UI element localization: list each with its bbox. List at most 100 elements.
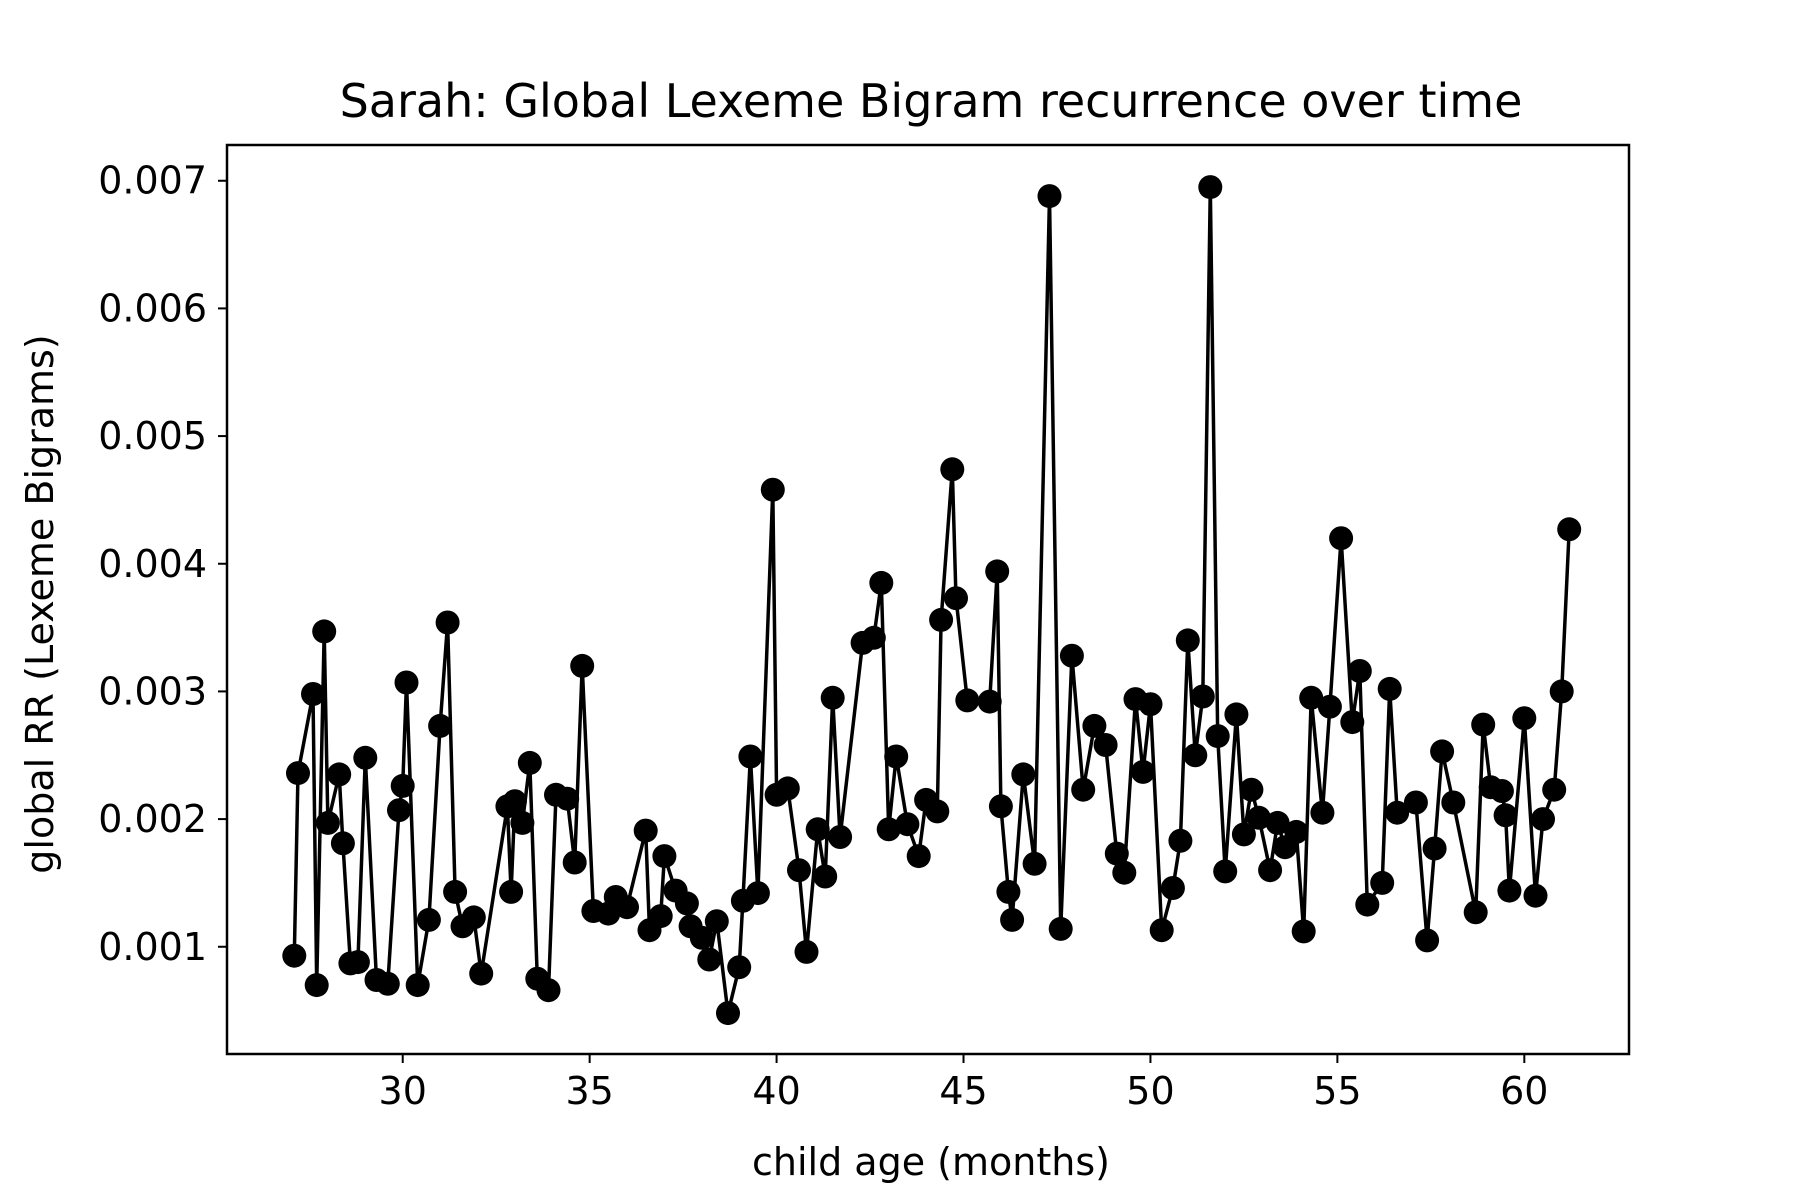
data-point — [1011, 762, 1036, 787]
plot-series — [282, 175, 1582, 1026]
data-point — [820, 685, 845, 710]
data-point — [895, 812, 920, 837]
data-point — [282, 943, 307, 968]
data-point — [1329, 526, 1354, 551]
data-point — [1497, 878, 1522, 903]
data-point — [1317, 694, 1342, 719]
data-point — [906, 844, 931, 869]
x-tick-label: 40 — [752, 1069, 800, 1113]
data-point — [1082, 713, 1107, 738]
y-tick-label: 0.003 — [98, 669, 207, 713]
data-point — [727, 955, 752, 980]
data-point — [1149, 918, 1174, 943]
data-point — [775, 776, 800, 801]
data-point — [738, 744, 763, 769]
data-point — [570, 653, 595, 678]
data-point — [1112, 860, 1137, 885]
data-point — [562, 850, 587, 875]
x-tick-label: 30 — [379, 1069, 427, 1113]
data-point — [944, 586, 968, 611]
data-point — [1048, 916, 1073, 941]
data-point — [345, 950, 370, 975]
data-point — [1239, 777, 1264, 802]
data-point — [861, 625, 886, 650]
data-point — [428, 713, 453, 738]
data-point — [435, 610, 460, 635]
y-tick-label: 0.004 — [98, 542, 207, 586]
data-point — [555, 786, 580, 811]
y-tick-label: 0.005 — [98, 414, 207, 458]
data-point — [716, 1001, 740, 1026]
data-point — [1557, 517, 1582, 542]
data-point — [1131, 759, 1155, 784]
data-point — [988, 794, 1013, 819]
data-point — [794, 939, 819, 964]
data-point — [390, 773, 415, 798]
x-tick-label: 55 — [1313, 1069, 1361, 1113]
data-point — [1310, 800, 1335, 825]
data-point — [1183, 743, 1208, 768]
data-point — [304, 973, 329, 998]
axis-ticks: 30 35 40 45 50 55 60 0.001 0.002 0.003 0.004 0.005 0… — [98, 159, 1548, 1113]
data-point — [499, 879, 524, 904]
y-tick-label: 0.007 — [98, 159, 207, 203]
data-point — [1160, 876, 1185, 900]
chart-title: Sarah: Global Lexeme Bigram recurrence o… — [340, 74, 1523, 128]
data-point — [869, 570, 894, 595]
data-point — [925, 799, 950, 824]
data-point — [469, 961, 494, 986]
data-point — [828, 825, 853, 849]
x-axis-label: child age (months) — [752, 1140, 1110, 1184]
data-point — [689, 925, 714, 950]
data-point — [1224, 702, 1249, 727]
data-point — [1512, 706, 1537, 731]
data-point — [375, 971, 400, 996]
data-point — [312, 619, 337, 644]
data-point — [1347, 659, 1372, 683]
data-point — [1000, 907, 1025, 932]
data-point — [697, 947, 722, 972]
data-point — [1284, 819, 1309, 844]
y-tick-label: 0.006 — [98, 286, 207, 330]
x-tick-label: 35 — [565, 1069, 613, 1113]
data-point — [517, 750, 542, 775]
data-point — [985, 559, 1010, 584]
data-point — [1104, 841, 1129, 866]
data-point — [327, 762, 352, 787]
data-point — [1258, 858, 1283, 883]
data-point — [353, 745, 378, 770]
data-point — [1093, 733, 1118, 757]
data-point — [1265, 810, 1290, 835]
data-point — [1430, 739, 1455, 764]
data-point — [394, 670, 419, 695]
data-point — [633, 818, 658, 843]
data-point — [884, 744, 909, 769]
data-point — [1489, 779, 1514, 803]
data-point — [286, 761, 310, 786]
data-point — [1542, 777, 1567, 802]
data-point — [745, 881, 770, 906]
data-point — [536, 978, 561, 1003]
data-point — [405, 973, 430, 998]
data-point — [461, 905, 486, 930]
data-point — [1355, 892, 1380, 917]
data-point — [1531, 807, 1555, 832]
data-point — [330, 831, 355, 856]
data-point — [1213, 859, 1238, 884]
data-point — [1022, 851, 1047, 876]
data-point — [876, 817, 901, 842]
data-point — [1246, 805, 1271, 830]
data-point — [648, 904, 673, 929]
data-point — [674, 891, 699, 916]
data-point — [652, 844, 677, 869]
y-tick-label: 0.001 — [98, 925, 207, 969]
data-point — [1198, 175, 1223, 200]
data-point — [1422, 836, 1447, 861]
data-point — [1059, 643, 1084, 668]
plot-frame — [225, 143, 1631, 1056]
x-tick-label: 50 — [1126, 1069, 1174, 1113]
data-point — [502, 789, 527, 814]
data-point — [1493, 803, 1518, 828]
